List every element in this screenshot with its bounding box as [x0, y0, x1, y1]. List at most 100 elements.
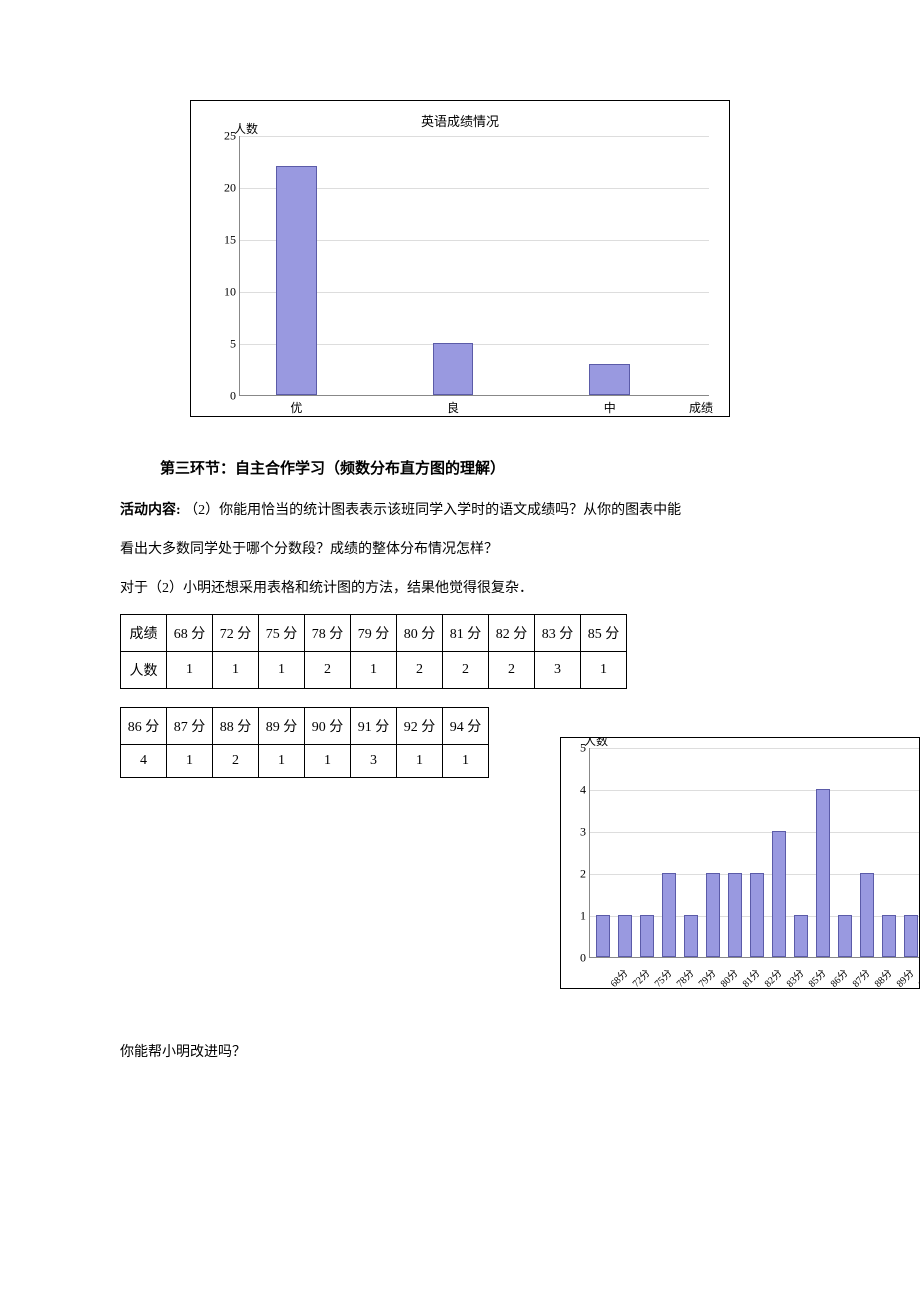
- scores-table-2: 86 分87 分88 分89 分90 分91 分92 分94 分41211311: [120, 707, 489, 778]
- chart1-ytick: 0: [212, 389, 236, 404]
- chart2-bar: [772, 831, 786, 957]
- chart2-bar: [882, 915, 896, 957]
- chart2-xtick: 86分: [826, 965, 851, 989]
- section-heading: 第三环节：自主合作学习（频数分布直方图的理解）: [160, 457, 800, 478]
- chart2-bar: [596, 915, 610, 957]
- chart2-bar: [816, 789, 830, 957]
- table1-row-label: 人数: [121, 652, 167, 689]
- chart2-xtick: 79分: [694, 965, 719, 989]
- activity-label: 活动内容:: [120, 503, 181, 518]
- table1-score-cell: 68 分: [167, 615, 213, 652]
- table1-score-cell: 80 分: [397, 615, 443, 652]
- table2-count-cell: 3: [351, 745, 397, 778]
- table2-score-cell: 90 分: [305, 708, 351, 745]
- table1-score-cell: 78 分: [305, 615, 351, 652]
- chart2-xtick: 78分: [672, 965, 697, 989]
- chart1-ytick: 25: [212, 129, 236, 144]
- table1-score-cell: 81 分: [443, 615, 489, 652]
- chart2-xtick: 68分: [606, 965, 631, 989]
- table2-count-cell: 1: [259, 745, 305, 778]
- table2-count-cell: 4: [121, 745, 167, 778]
- chart2-bar: [794, 915, 808, 957]
- table1-count-cell: 1: [351, 652, 397, 689]
- scores-table-1: 成绩68 分72 分75 分78 分79 分80 分81 分82 分83 分85…: [120, 614, 627, 689]
- chart2-xtick: 72分: [628, 965, 653, 989]
- activity-line-1: 活动内容: （2）你能用恰当的统计图表表示该班同学入学时的语文成绩吗？从你的图表…: [120, 496, 800, 527]
- chart1-bar: [589, 364, 630, 395]
- table1-score-cell: 72 分: [213, 615, 259, 652]
- chart1-ytick: 20: [212, 181, 236, 196]
- chart1-y-label: 人数: [234, 120, 258, 137]
- table2-score-cell: 92 分: [397, 708, 443, 745]
- chart2-bar: [640, 915, 654, 957]
- chart2-xtick: 80分: [716, 965, 741, 989]
- chart2-xtick: 75分: [650, 965, 675, 989]
- table1-count-cell: 2: [397, 652, 443, 689]
- chart2-bar: [684, 915, 698, 957]
- table2-count-cell: 1: [167, 745, 213, 778]
- table2-score-cell: 94 分: [443, 708, 489, 745]
- detailed-scores-chart: 人数 01234568分72分75分78分79分80分81分82分83分85分8…: [560, 737, 920, 989]
- chart1-bar: [276, 166, 317, 395]
- chart2-bar: [860, 873, 874, 957]
- chart1-xtick: 优: [290, 399, 302, 416]
- activity-line-2: 看出大多数同学处于哪个分数段？成绩的整体分布情况怎样？: [120, 535, 800, 566]
- chart2-bar: [618, 915, 632, 957]
- chart1-xtick: 良: [447, 399, 459, 416]
- table1-header-label: 成绩: [121, 615, 167, 652]
- table2-score-cell: 89 分: [259, 708, 305, 745]
- chart2-gridline: [590, 748, 920, 749]
- chart2-xtick: 81分: [738, 965, 763, 989]
- chart1-x-label: 成绩: [689, 399, 713, 416]
- english-grades-chart: 英语成绩情况 人数 成绩 0510152025优良中: [190, 100, 730, 417]
- chart1-bar: [433, 343, 474, 395]
- chart2-bar: [904, 915, 918, 957]
- table1-count-cell: 1: [581, 652, 627, 689]
- chart2-xtick: 85分: [804, 965, 829, 989]
- table1-score-cell: 85 分: [581, 615, 627, 652]
- table1-score-cell: 83 分: [535, 615, 581, 652]
- table2-score-cell: 87 分: [167, 708, 213, 745]
- chart2-bar: [706, 873, 720, 957]
- chart2-ytick: 1: [572, 909, 586, 924]
- activity-text-1: （2）你能用恰当的统计图表表示该班同学入学时的语文成绩吗？从你的图表中能: [184, 503, 681, 518]
- chart2-bar: [662, 873, 676, 957]
- chart2-bar: [728, 873, 742, 957]
- table1-count-cell: 2: [305, 652, 351, 689]
- table1-count-cell: 2: [489, 652, 535, 689]
- chart1-ytick: 15: [212, 233, 236, 248]
- chart1-plot-area: 人数 成绩 0510152025优良中: [239, 136, 709, 396]
- table2-score-cell: 86 分: [121, 708, 167, 745]
- table2-score-cell: 91 分: [351, 708, 397, 745]
- table1-count-cell: 1: [167, 652, 213, 689]
- chart2-xtick: 83分: [782, 965, 807, 989]
- chart2-gridline: [590, 832, 920, 833]
- table1-count-cell: 3: [535, 652, 581, 689]
- chart2-plot-area: 人数 01234568分72分75分78分79分80分81分82分83分85分8…: [589, 748, 920, 958]
- table1-count-cell: 1: [213, 652, 259, 689]
- table1-count-cell: 1: [259, 652, 305, 689]
- chart2-ytick: 2: [572, 867, 586, 882]
- chart2-ytick: 4: [572, 783, 586, 798]
- chart1-ytick: 10: [212, 285, 236, 300]
- chart2-ytick: 0: [572, 951, 586, 966]
- chart2-xtick: 89分: [892, 965, 917, 989]
- chart2-xtick: 88分: [870, 965, 895, 989]
- chart2-gridline: [590, 790, 920, 791]
- chart2-ytick: 3: [572, 825, 586, 840]
- chart1-gridline: [240, 136, 709, 137]
- table2-count-cell: 1: [305, 745, 351, 778]
- chart2-bar: [838, 915, 852, 957]
- chart2-xtick: 87分: [848, 965, 873, 989]
- table1-score-cell: 79 分: [351, 615, 397, 652]
- table2-count-cell: 1: [397, 745, 443, 778]
- chart2-xtick: 90分: [914, 965, 920, 989]
- table1-count-cell: 2: [443, 652, 489, 689]
- table2-count-cell: 1: [443, 745, 489, 778]
- table2-count-cell: 2: [213, 745, 259, 778]
- bottom-question: 你能帮小明改进吗？: [120, 1038, 800, 1069]
- activity-line-3: 对于（2）小明还想采用表格和统计图的方法，结果他觉得很复杂．: [120, 574, 800, 605]
- table1-score-cell: 75 分: [259, 615, 305, 652]
- chart1-xtick: 中: [604, 399, 616, 416]
- table2-score-cell: 88 分: [213, 708, 259, 745]
